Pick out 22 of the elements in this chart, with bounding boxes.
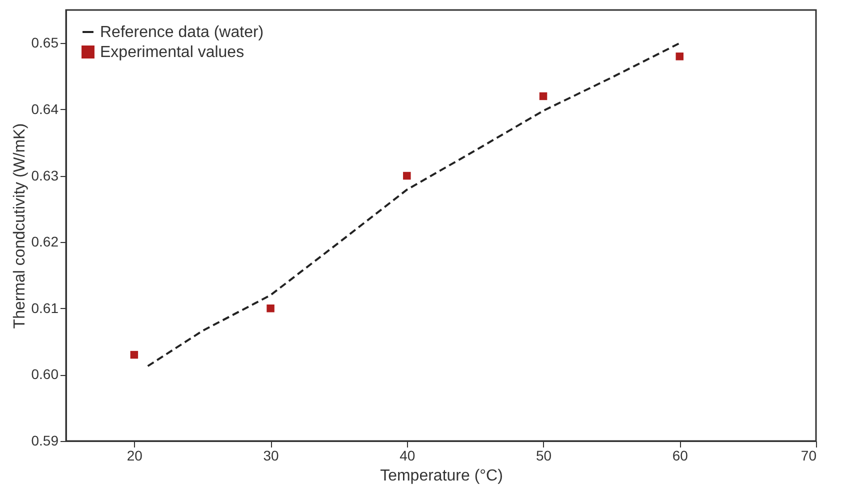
point [539,92,548,100]
point [676,52,684,60]
x-tick-label: 20 [126,448,143,464]
y-tick-label: 0.63 [31,167,59,184]
legend-label: Reference data (water) [100,24,264,41]
point [130,350,138,359]
y-axis-title: Thermal condcutivity (W/mK) [11,123,28,329]
x-tick-label: 70 [800,448,817,464]
legend-label: Experimental values [100,44,244,61]
y-tick-label: 0.64 [31,100,59,117]
x-tick-label: 60 [672,448,688,464]
y-tick-label: 0.62 [31,234,59,250]
x-tick-label: 30 [263,448,280,464]
x-tick-label: 50 [536,448,552,464]
x-tick-label: 40 [400,448,416,464]
y-tick-label: 0.65 [31,34,59,51]
point [266,304,274,312]
y-tick-label: 0.61 [31,300,59,316]
point [403,172,411,180]
y-tick-label: 0.60 [31,366,59,382]
x-axis-title: Temperature (°C) [380,468,503,484]
y-tick-label: 0.59 [31,432,59,448]
